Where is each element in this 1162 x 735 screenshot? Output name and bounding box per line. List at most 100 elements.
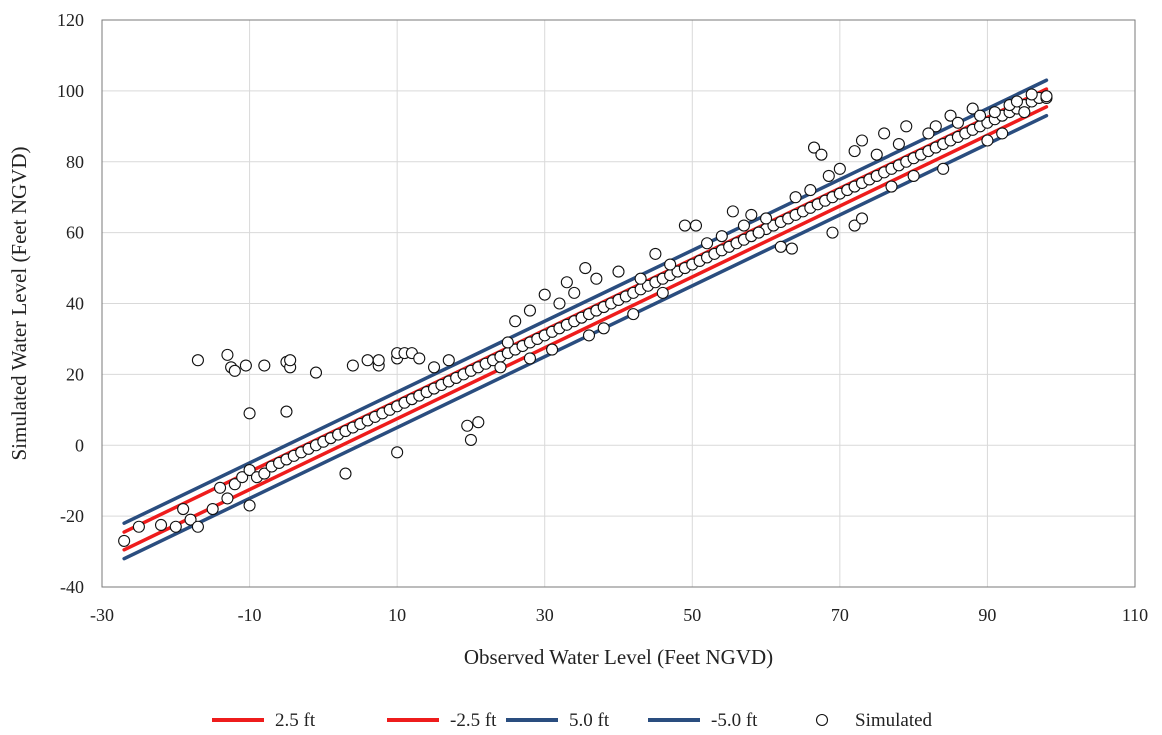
x-tick-label: 70 bbox=[831, 605, 849, 625]
data-point bbox=[664, 258, 677, 271]
data-point bbox=[833, 162, 846, 175]
x-tick-labels: -30 -10 10 30 50 70 90 110 bbox=[90, 605, 1148, 625]
data-point bbox=[855, 134, 869, 147]
data-point bbox=[907, 169, 920, 182]
data-point bbox=[649, 247, 662, 260]
series-line-5-0-ft bbox=[122, 78, 1049, 525]
data-point bbox=[678, 219, 691, 232]
data-point bbox=[239, 359, 252, 372]
legend-label: Simulated bbox=[855, 710, 933, 731]
data-point bbox=[258, 359, 271, 372]
data-point bbox=[590, 272, 603, 285]
data-point bbox=[191, 520, 204, 533]
data-point bbox=[944, 109, 957, 122]
data-point bbox=[523, 304, 537, 317]
data-point bbox=[1010, 95, 1023, 108]
data-point bbox=[870, 148, 883, 161]
data-point bbox=[700, 237, 714, 250]
x-tick-label: 90 bbox=[978, 605, 996, 625]
data-point bbox=[494, 361, 507, 374]
data-point bbox=[996, 127, 1009, 140]
x-tick-label: 110 bbox=[1122, 605, 1148, 625]
data-point bbox=[221, 348, 234, 361]
series-line-2-5-ft bbox=[122, 105, 1049, 552]
y-tick-label: -40 bbox=[60, 577, 84, 597]
data-point bbox=[132, 520, 145, 533]
data-point bbox=[154, 518, 168, 532]
data-point bbox=[221, 492, 234, 505]
y-tick-label: 120 bbox=[57, 10, 84, 30]
legend-label: -2.5 ft bbox=[450, 710, 497, 731]
data-point bbox=[807, 141, 821, 154]
data-point bbox=[214, 481, 227, 494]
legend: 2.5 ft -2.5 ft 5.0 ft -5.0 ft Simulated bbox=[212, 710, 933, 731]
data-point bbox=[988, 106, 1001, 119]
data-point bbox=[900, 120, 913, 133]
data-point bbox=[538, 288, 551, 301]
data-point bbox=[1018, 106, 1031, 119]
data-point bbox=[346, 359, 359, 372]
data-point bbox=[1040, 90, 1053, 103]
x-axis-title: Observed Water Level (Feet NGVD) bbox=[464, 645, 773, 669]
x-tick-label: -10 bbox=[238, 605, 262, 625]
data-point bbox=[309, 366, 323, 379]
y-tick-label: 80 bbox=[66, 152, 84, 172]
data-point bbox=[243, 464, 256, 477]
data-point bbox=[280, 405, 293, 418]
data-point bbox=[760, 212, 773, 225]
data-point bbox=[118, 534, 131, 547]
data-point bbox=[752, 226, 765, 239]
data-point bbox=[822, 169, 835, 182]
x-tick-label: -30 bbox=[90, 605, 114, 625]
data-point bbox=[689, 219, 703, 232]
data-point bbox=[442, 354, 455, 367]
data-point bbox=[284, 354, 297, 367]
data-point bbox=[560, 276, 573, 289]
data-point bbox=[361, 354, 374, 367]
y-tick-label: -20 bbox=[60, 506, 84, 526]
data-point bbox=[461, 419, 474, 432]
data-point bbox=[892, 137, 905, 151]
data-point bbox=[243, 499, 256, 512]
series-points bbox=[118, 88, 1053, 547]
data-point bbox=[885, 180, 898, 193]
data-point bbox=[568, 286, 581, 299]
data-point bbox=[715, 230, 728, 243]
data-point bbox=[169, 520, 182, 533]
data-point bbox=[855, 212, 869, 225]
legend-label: 5.0 ft bbox=[569, 710, 610, 731]
data-point bbox=[546, 343, 559, 356]
data-point bbox=[973, 109, 987, 122]
data-point bbox=[745, 208, 758, 221]
data-point bbox=[206, 502, 219, 516]
x-tick-label: 30 bbox=[536, 605, 554, 625]
plot-frame bbox=[101, 19, 1136, 588]
data-point bbox=[1025, 88, 1038, 101]
data-point bbox=[774, 240, 787, 253]
data-point bbox=[826, 226, 839, 239]
data-point bbox=[509, 315, 522, 328]
legend-label: 2.5 ft bbox=[275, 710, 316, 731]
data-point bbox=[184, 513, 197, 526]
y-axis-title: Simulated Water Level (Feet NGVD) bbox=[7, 146, 31, 460]
y-tick-label: 100 bbox=[57, 81, 84, 101]
data-point bbox=[848, 145, 861, 158]
y-tick-labels: -40 -20 0 20 40 60 80 100 120 bbox=[57, 10, 84, 597]
data-point bbox=[582, 329, 596, 342]
data-point bbox=[726, 205, 739, 218]
data-point bbox=[966, 102, 979, 115]
data-point bbox=[929, 120, 942, 133]
data-point bbox=[191, 354, 204, 367]
legend-label: -5.0 ft bbox=[711, 710, 758, 731]
data-point bbox=[236, 471, 249, 484]
x-tick-label: 50 bbox=[683, 605, 701, 625]
data-point bbox=[848, 219, 861, 232]
data-point bbox=[597, 322, 610, 335]
data-point bbox=[656, 286, 669, 299]
data-point bbox=[951, 116, 964, 129]
y-tick-label: 20 bbox=[66, 364, 84, 384]
data-point bbox=[878, 127, 891, 140]
data-point bbox=[815, 148, 828, 161]
legend-marker bbox=[815, 713, 829, 727]
data-point bbox=[258, 467, 271, 480]
